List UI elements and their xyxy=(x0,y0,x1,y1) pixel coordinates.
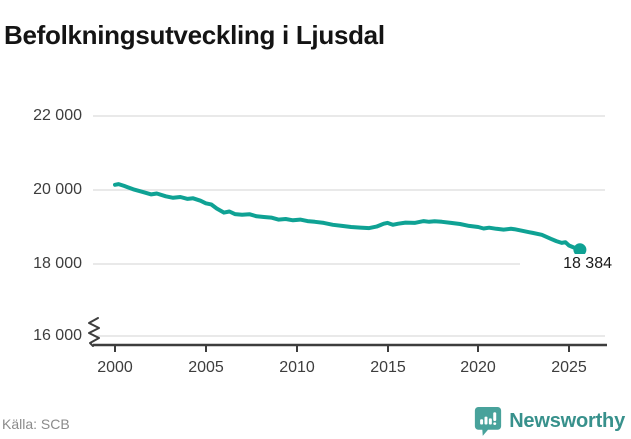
y-tick-label: 16 000 xyxy=(33,327,82,344)
x-axis-ticks xyxy=(114,345,570,352)
gridlines xyxy=(93,115,605,337)
y-axis-break-icon xyxy=(88,317,100,347)
newsworthy-logo-text: Newsworthy xyxy=(509,409,625,432)
x-tick-label: 2000 xyxy=(97,359,133,376)
chart-title: Befolkningsutveckling i Ljusdal xyxy=(4,20,385,51)
newsworthy-logo[interactable]: Newsworthy xyxy=(474,404,625,438)
x-tick-label: 2025 xyxy=(551,359,587,376)
y-tick-label: 20 000 xyxy=(33,181,82,198)
population-line xyxy=(113,182,582,252)
newsworthy-speech-bubble-chart-icon xyxy=(474,405,502,437)
y-tick-label: 18 000 xyxy=(33,255,82,272)
x-tick-label: 2020 xyxy=(460,359,496,376)
x-tick-label: 2010 xyxy=(279,359,315,376)
x-tick-label: 2005 xyxy=(188,359,224,376)
last-point-dot xyxy=(573,243,587,257)
y-tick-label: 22 000 xyxy=(33,107,82,124)
x-tick-label: 2015 xyxy=(370,359,406,376)
source-note: Källa: SCB xyxy=(2,416,70,432)
last-value-label: 18 384 xyxy=(520,254,612,274)
